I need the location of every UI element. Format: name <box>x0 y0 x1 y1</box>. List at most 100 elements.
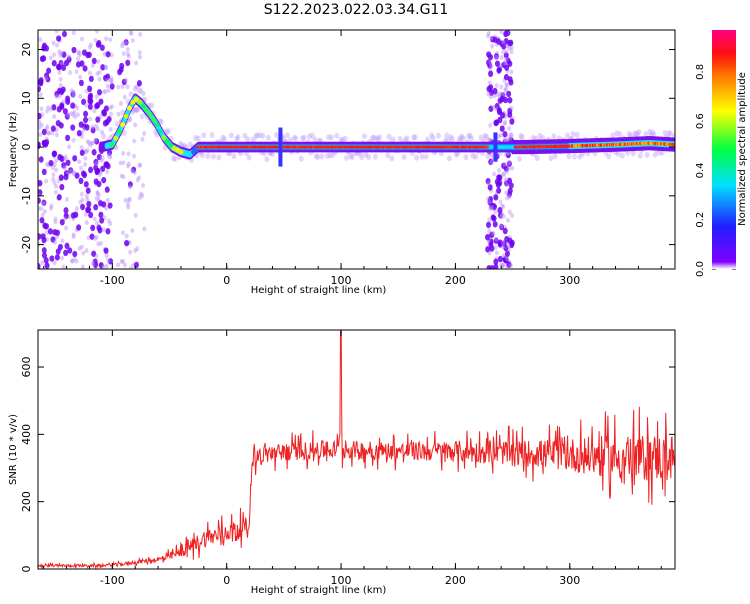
noise-blob <box>489 204 494 210</box>
noise-blob <box>106 116 112 123</box>
noise-blob <box>108 127 113 132</box>
noise-blob <box>52 150 58 157</box>
noise-blob <box>76 50 81 56</box>
noise-blob <box>58 76 63 82</box>
noise-blob <box>94 234 99 240</box>
noise-blob <box>69 258 74 264</box>
noise-blob <box>52 162 57 168</box>
ridge-halo <box>313 153 319 160</box>
noise-blob <box>59 50 64 56</box>
ridge-halo <box>375 136 381 143</box>
noise-blob <box>488 137 493 143</box>
colorbar-label: Normalized spectral amplitude <box>737 72 748 226</box>
noise-blob <box>52 114 57 119</box>
noise-blob <box>492 93 497 99</box>
noise-blob <box>490 36 496 43</box>
noise-blob <box>497 239 503 246</box>
ridge-halo <box>99 154 105 161</box>
snr-xtick-label: 100 <box>331 574 352 587</box>
ridge-halo <box>344 154 350 161</box>
noise-blob <box>91 250 97 257</box>
ridge-halo <box>291 134 297 141</box>
noise-blob <box>51 177 56 182</box>
noise-blob <box>492 87 498 95</box>
ridge-spot <box>144 107 150 113</box>
noise-blob <box>40 260 45 266</box>
ridge-halo <box>301 134 307 141</box>
noise-blob <box>65 134 71 142</box>
noise-blob <box>96 59 101 64</box>
ridge-halo <box>571 153 577 160</box>
ridge-halo <box>221 136 227 143</box>
noise-blob <box>507 125 512 131</box>
noise-blob <box>109 111 114 117</box>
noise-blob <box>41 199 47 206</box>
noise-blob <box>493 244 498 250</box>
noise-blob <box>504 177 509 183</box>
noise-blob <box>502 227 508 235</box>
noise-blob <box>508 39 514 47</box>
ridge-halo <box>449 136 455 143</box>
noise-blob <box>491 203 497 210</box>
noise-blob <box>69 111 74 117</box>
ridge-halo <box>478 134 484 141</box>
noise-blob <box>63 59 69 67</box>
noise-blob <box>46 67 52 74</box>
noise-blob <box>505 151 511 159</box>
noise-blob <box>90 140 95 146</box>
noise-blob <box>78 199 83 205</box>
noise-blob <box>85 148 90 153</box>
noise-blob <box>141 183 146 188</box>
ridge-halo <box>397 135 403 142</box>
ridge-halo <box>537 132 543 139</box>
noise-blob <box>105 169 110 175</box>
noise-blob <box>132 138 137 144</box>
noise-blob <box>60 238 65 244</box>
noise-blob <box>108 220 113 226</box>
noise-blob <box>133 107 138 113</box>
noise-blob <box>70 124 76 131</box>
noise-blob <box>43 257 49 264</box>
noise-blob <box>44 75 49 81</box>
noise-blob <box>105 77 110 83</box>
noise-blob <box>77 246 82 251</box>
ridge-halo <box>114 120 120 127</box>
noise-blob <box>88 75 94 83</box>
ridge-halo <box>519 134 525 141</box>
ridge-halo <box>435 132 441 139</box>
colorbar-tick-label: 0.8 <box>695 64 706 80</box>
noise-blob <box>89 233 95 240</box>
noise-blob <box>493 194 499 201</box>
noise-blob <box>59 183 65 191</box>
noise-blob <box>79 36 84 42</box>
heatmap-ytick-label: 20 <box>20 43 33 57</box>
ridge-halo <box>518 132 524 139</box>
noise-blob <box>130 228 135 233</box>
noise-blob <box>80 203 86 211</box>
ridge-halo <box>467 132 473 139</box>
noise-blob <box>87 44 92 50</box>
ridge-core <box>485 145 490 149</box>
noise-blob <box>54 132 59 138</box>
noise-blob <box>90 126 96 134</box>
noise-blob <box>63 156 68 162</box>
ridge-halo <box>334 132 340 139</box>
ridge-spot <box>137 99 143 105</box>
noise-blob <box>95 116 101 123</box>
noise-blob <box>66 54 71 59</box>
noise-blob <box>488 84 494 91</box>
ridge-halo <box>453 151 459 158</box>
noise-blob <box>500 203 505 209</box>
ridge-halo <box>306 133 312 140</box>
noise-blob <box>79 145 84 151</box>
noise-blob <box>105 51 111 58</box>
noise-blob <box>83 211 88 217</box>
noise-blob <box>140 193 145 198</box>
ridge-halo <box>348 153 354 160</box>
noise-blob <box>496 174 502 181</box>
noise-blob <box>98 211 104 219</box>
noise-blob <box>498 91 503 97</box>
heatmap-x-axis-label: Height of straight line (km) <box>251 285 387 296</box>
noise-blob <box>103 65 108 71</box>
noise-blob <box>86 200 92 208</box>
